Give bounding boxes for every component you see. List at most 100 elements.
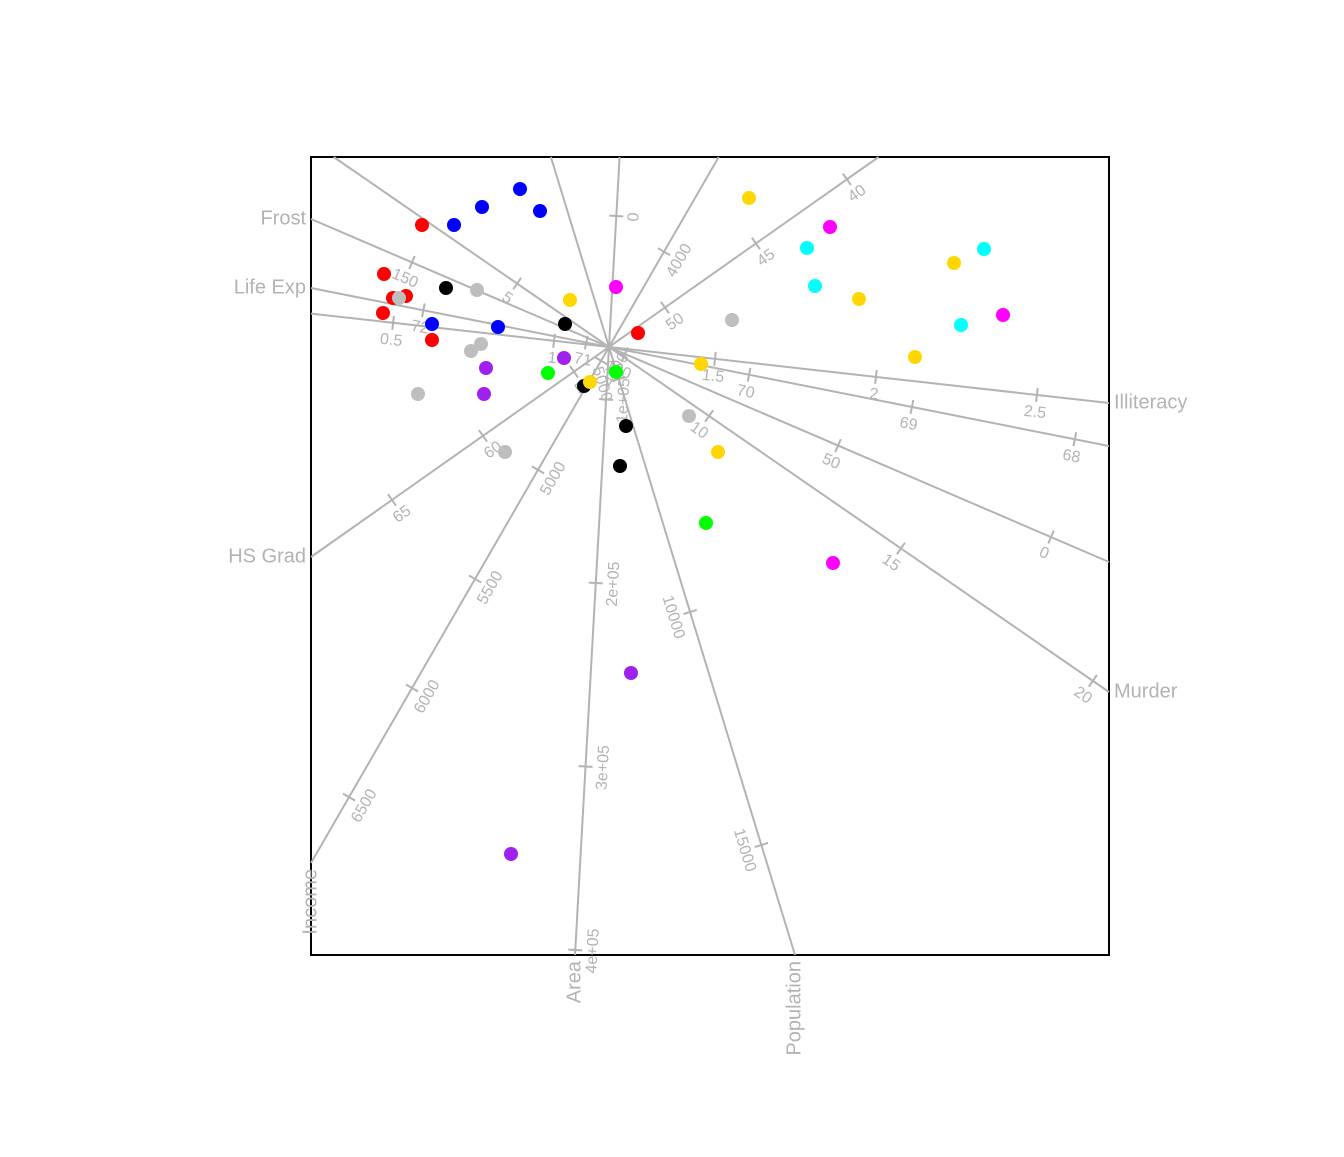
axis-tick — [704, 409, 714, 423]
axis-tick-label: 0.5 — [379, 331, 403, 350]
point — [977, 242, 991, 256]
point — [491, 320, 505, 334]
point — [392, 291, 406, 305]
axis-tick — [391, 315, 395, 330]
axis-name: Area — [563, 960, 585, 1003]
axis-tick — [842, 173, 852, 186]
axis-tick-label: 15000 — [730, 826, 759, 874]
point — [498, 445, 512, 459]
axis-line — [549, 156, 796, 956]
point — [996, 308, 1010, 322]
axis-tick — [405, 683, 419, 693]
point — [377, 267, 391, 281]
axis-tick-label: 50 — [663, 310, 687, 334]
axis-tick-label: 4e+05 — [583, 928, 603, 974]
point — [583, 375, 597, 389]
point — [474, 337, 488, 351]
axis-tick — [421, 303, 426, 318]
axis-line — [574, 156, 621, 956]
point — [376, 306, 390, 320]
point — [563, 293, 577, 307]
point — [533, 204, 547, 218]
point — [477, 387, 491, 401]
point — [682, 409, 696, 423]
axis-line — [310, 156, 880, 558]
point — [800, 241, 814, 255]
axis-tick — [1035, 387, 1039, 402]
axis-tick — [568, 948, 583, 952]
axis-tick-label: 0 — [625, 212, 642, 222]
axis-tick — [660, 301, 670, 314]
point — [415, 218, 429, 232]
axis-tick-label: 65 — [390, 502, 414, 526]
axis-tick — [1088, 674, 1098, 688]
axis-tick — [909, 399, 915, 415]
axis-tick — [1072, 432, 1078, 447]
point — [947, 256, 961, 270]
axis-line — [310, 156, 720, 864]
axis-name: Population — [783, 961, 805, 1056]
point — [613, 459, 627, 473]
axis-name: HS Grad — [228, 545, 306, 567]
axis-tick-label: 1 — [547, 349, 558, 367]
axis-tick-label: 71 — [572, 350, 593, 370]
axis-name: Illiteracy — [1114, 391, 1187, 413]
axis-tick-label: 2.5 — [1023, 403, 1047, 422]
axis-tick-label: 1.5 — [701, 367, 725, 386]
point — [852, 292, 866, 306]
axis-tick — [342, 792, 356, 802]
axis-tick — [594, 356, 608, 366]
axis-line — [310, 287, 1110, 447]
axis-tick-label: 20 — [1071, 683, 1095, 707]
axis-tick — [478, 429, 488, 443]
axis-tick-label: 70 — [735, 382, 756, 402]
axis-line — [333, 156, 1110, 693]
point — [475, 200, 489, 214]
point — [513, 182, 527, 196]
axis-tick-label: 1e+05 — [614, 377, 634, 423]
axis-tick-label: 2 — [869, 386, 880, 404]
axis-tick-label: 10000 — [658, 593, 687, 641]
axis-line — [310, 312, 1110, 404]
point — [425, 317, 439, 331]
axis-tick — [569, 365, 579, 378]
axis-tick — [1047, 530, 1055, 544]
axis-tick — [751, 237, 761, 250]
point — [619, 419, 633, 433]
point — [711, 445, 725, 459]
axis-tick — [512, 277, 522, 290]
axis-line — [310, 218, 1110, 563]
axis-tick-label: 15 — [879, 551, 903, 575]
axis-tick — [599, 398, 614, 401]
point — [558, 317, 572, 331]
axis-tick-label: 69 — [898, 414, 919, 434]
point — [447, 218, 461, 232]
axis-tick — [746, 367, 752, 382]
axis-tick — [408, 255, 416, 270]
axis-tick-label: 68 — [1061, 447, 1082, 467]
axis-tick-label: 2e+05 — [604, 561, 624, 607]
axis-tick — [896, 542, 906, 555]
point — [541, 366, 555, 380]
axis-tick — [834, 438, 842, 453]
point — [908, 350, 922, 364]
point — [823, 220, 837, 234]
axis-tick-label: 0 — [1037, 544, 1052, 563]
point — [479, 361, 493, 375]
point — [694, 357, 708, 371]
point — [464, 344, 478, 358]
point — [808, 279, 822, 293]
axis-tick — [713, 351, 717, 366]
point — [470, 283, 484, 297]
point — [609, 280, 623, 294]
axis-tick — [387, 493, 397, 507]
axis-name: Life Exp — [234, 276, 306, 298]
axis-tick — [531, 465, 545, 475]
axis-tick — [683, 609, 698, 616]
axis-tick-label: 150 — [389, 266, 420, 292]
axis-name: Frost — [260, 207, 306, 229]
axis-tick — [468, 574, 482, 584]
point — [425, 333, 439, 347]
point — [725, 313, 739, 327]
